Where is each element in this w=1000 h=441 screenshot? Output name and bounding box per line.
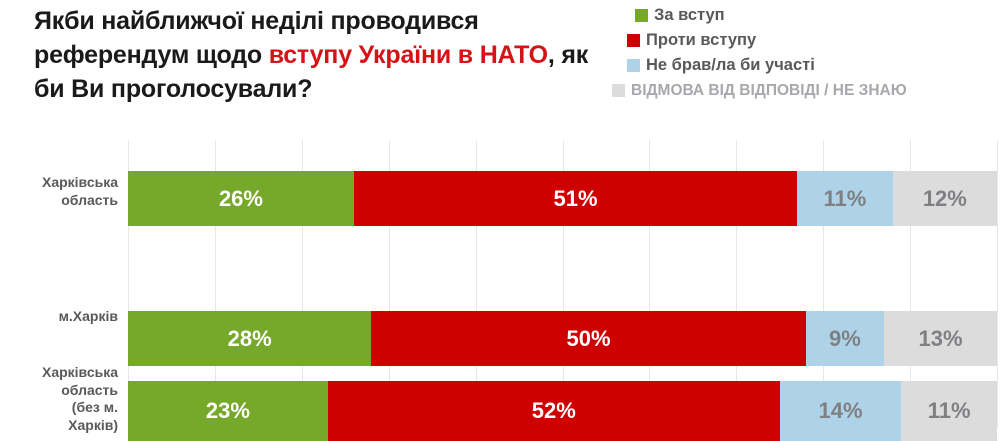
legend-swatch-icon <box>627 59 640 72</box>
header: Якби найближчої неділі проводився рефере… <box>0 0 1000 120</box>
legend-item-za-vstup[interactable]: За вступ <box>635 3 1000 28</box>
gridline <box>562 140 564 427</box>
legend-item-label: Проти вступу <box>646 31 757 49</box>
legend-swatch-icon <box>627 34 640 47</box>
plot-area: 26% 51% 11% 12% 28% 50% 9% 13% 23% 52% 14% 11% <box>128 140 998 441</box>
bar-segment-value-label: 12% <box>922 185 967 211</box>
bar-row[interactable]: 26% 51% 11% 12% <box>128 171 997 226</box>
bar-segment[interactable]: 14% <box>779 381 902 441</box>
bar-segment-value-label: 23% <box>205 398 250 423</box>
legend-item-vidmova-vid-vidpovidi[interactable]: ВІДМОВА ВІД ВІДПОВІДІ / НЕ ЗНАЮ <box>612 78 1000 103</box>
title-text-part2: , як би Ви проголосували? <box>34 41 589 103</box>
bar-segment[interactable]: 12% <box>892 171 997 226</box>
category-label-line: Харківська <box>41 364 118 380</box>
bar-segment-value-label: 11% <box>823 185 867 211</box>
legend-item-label: Не брав/ла би участі <box>646 56 815 74</box>
category-label: Харківська область (без м. Харків) <box>0 364 118 434</box>
gridline <box>649 140 651 427</box>
title-text-highlight: вступу України в НАТО <box>268 41 548 69</box>
legend-item-proty-vstupu[interactable]: Проти вступу <box>627 28 1000 53</box>
legend-swatch-icon <box>635 9 648 22</box>
bar-segment[interactable]: 28% <box>128 311 372 366</box>
category-label-line: область <box>61 381 118 398</box>
bar-segment[interactable]: 23% <box>128 381 328 441</box>
bar-segment[interactable]: 52% <box>327 381 780 441</box>
title-text-part1: Якби найближчої неділі проводився рефере… <box>34 7 479 69</box>
gridline <box>128 140 129 427</box>
legend-item-label: ВІДМОВА ВІД ВІДПОВІДІ / НЕ ЗНАЮ <box>631 81 907 99</box>
bar-segment[interactable]: 13% <box>884 311 997 366</box>
bar-segment[interactable]: 11% <box>797 171 893 226</box>
bar-segment[interactable]: 11% <box>901 381 997 441</box>
page-title: Якби найближчої неділі проводився рефере… <box>34 4 614 106</box>
gridline <box>823 140 825 427</box>
bar-segment-value-label: 13% <box>918 325 963 351</box>
legend-item-ne-brav-uchasti[interactable]: Не брав/ла би участі <box>627 53 1000 78</box>
legend-swatch-icon <box>612 84 625 97</box>
bar-segment-value-label: 50% <box>566 325 611 351</box>
bar-segment[interactable]: 9% <box>805 311 885 366</box>
category-label-line: (без м. <box>71 399 118 415</box>
legend-item-label: За вступ <box>654 6 725 24</box>
category-label-line: Харків) <box>68 416 118 433</box>
bar-segment-value-label: 52% <box>531 398 576 423</box>
bar-segment-value-label: 9% <box>829 325 861 351</box>
bar-segment-value-label: 14% <box>818 398 863 423</box>
category-label-line: область <box>61 191 118 208</box>
stacked-bar-chart: Харківська область м.Харків Харківська облас… <box>0 126 1000 441</box>
gridline <box>388 140 390 427</box>
category-label: Харківська область <box>0 174 118 209</box>
bar-segment[interactable]: 51% <box>353 171 798 226</box>
chart-legend: За вступ Проти вступу Не брав/ла би учас… <box>612 3 1000 103</box>
category-label-line: м.Харків <box>58 308 118 324</box>
bar-row[interactable]: 28% 50% 9% 13% <box>128 311 997 366</box>
bar-segment[interactable]: 26% <box>128 171 354 226</box>
category-label-line: Харківська <box>41 174 118 190</box>
bar-segment[interactable]: 50% <box>371 311 806 366</box>
gridline <box>997 140 998 427</box>
gridline <box>910 140 912 427</box>
bar-segment-value-label: 28% <box>227 325 272 351</box>
bar-segment-value-label: 26% <box>218 185 263 211</box>
bar-segment-value-label: 11% <box>927 398 971 423</box>
bar-segment-value-label: 51% <box>553 185 598 211</box>
gridline <box>736 140 738 427</box>
gridline <box>475 140 477 427</box>
bar-row[interactable]: 23% 52% 14% 11% <box>128 381 997 441</box>
gridline <box>214 140 216 427</box>
gridline <box>301 140 303 427</box>
category-label: м.Харків <box>0 308 118 326</box>
